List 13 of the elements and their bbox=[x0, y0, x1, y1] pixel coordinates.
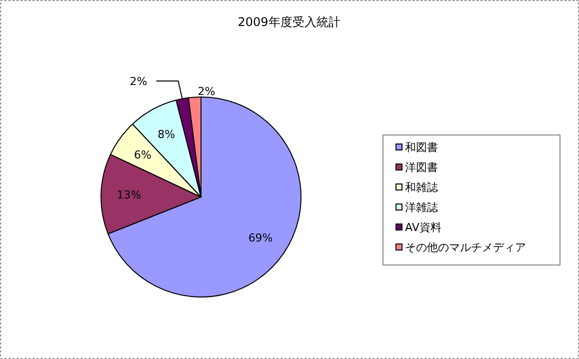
data-label: 6% bbox=[134, 148, 152, 162]
legend-label: AV資料 bbox=[405, 221, 442, 234]
data-label: 8% bbox=[158, 128, 176, 141]
data-label: 2% bbox=[198, 85, 216, 98]
data-label: 13% bbox=[116, 188, 142, 202]
data-label: 2% bbox=[130, 75, 148, 88]
legend-label: 洋雑誌 bbox=[405, 201, 438, 214]
chart-title: 2009年度受入統計 bbox=[238, 15, 340, 29]
data-label: 69% bbox=[248, 231, 273, 244]
legend-label: 和図書 bbox=[405, 141, 438, 154]
legend-label: その他のマルチメディア bbox=[405, 241, 526, 254]
legend-label: 和雑誌 bbox=[405, 181, 438, 194]
legend-label: 洋図書 bbox=[405, 161, 438, 174]
